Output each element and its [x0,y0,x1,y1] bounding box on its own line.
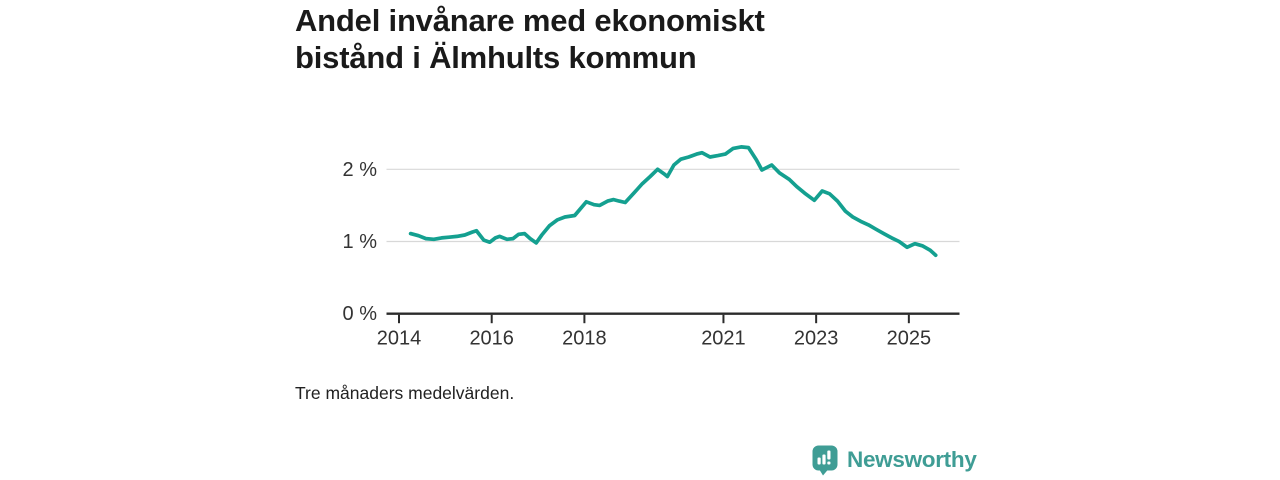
x-axis-tick-label: 2021 [701,328,746,350]
page-title: Andel invånare med ekonomiskt bistånd i … [295,2,935,76]
page-title-line-2: bistånd i Älmhults kommun [295,40,697,75]
x-axis-tick-label: 2018 [562,328,607,350]
chart-svg: 0 % 1 % 2 % 2014 2016 2018 2021 2023 2025 [343,145,960,350]
x-axis-tick-label: 2023 [794,328,839,350]
newsworthy-logo[interactable]: Newsworthy [812,443,977,477]
line-chart: 0 % 1 % 2 % 2014 2016 2018 2021 2023 2025 [320,122,985,362]
x-axis-tick-label: 2025 [887,328,932,350]
y-axis-tick-label: 1 % [343,231,378,253]
bar-chart-speech-bubble-icon [812,445,838,475]
newsworthy-logo-text: Newsworthy [847,447,977,472]
trend-line [408,145,938,258]
chart-footnote: Tre månaders medelvärden. [295,383,515,403]
y-axis-tick-label: 2 % [343,159,378,181]
x-axis-tick-label: 2016 [469,328,514,350]
page-title-line-1: Andel invånare med ekonomiskt [295,3,765,38]
y-axis-tick-label: 0 % [343,303,378,325]
x-axis-tick-label: 2014 [377,328,422,350]
